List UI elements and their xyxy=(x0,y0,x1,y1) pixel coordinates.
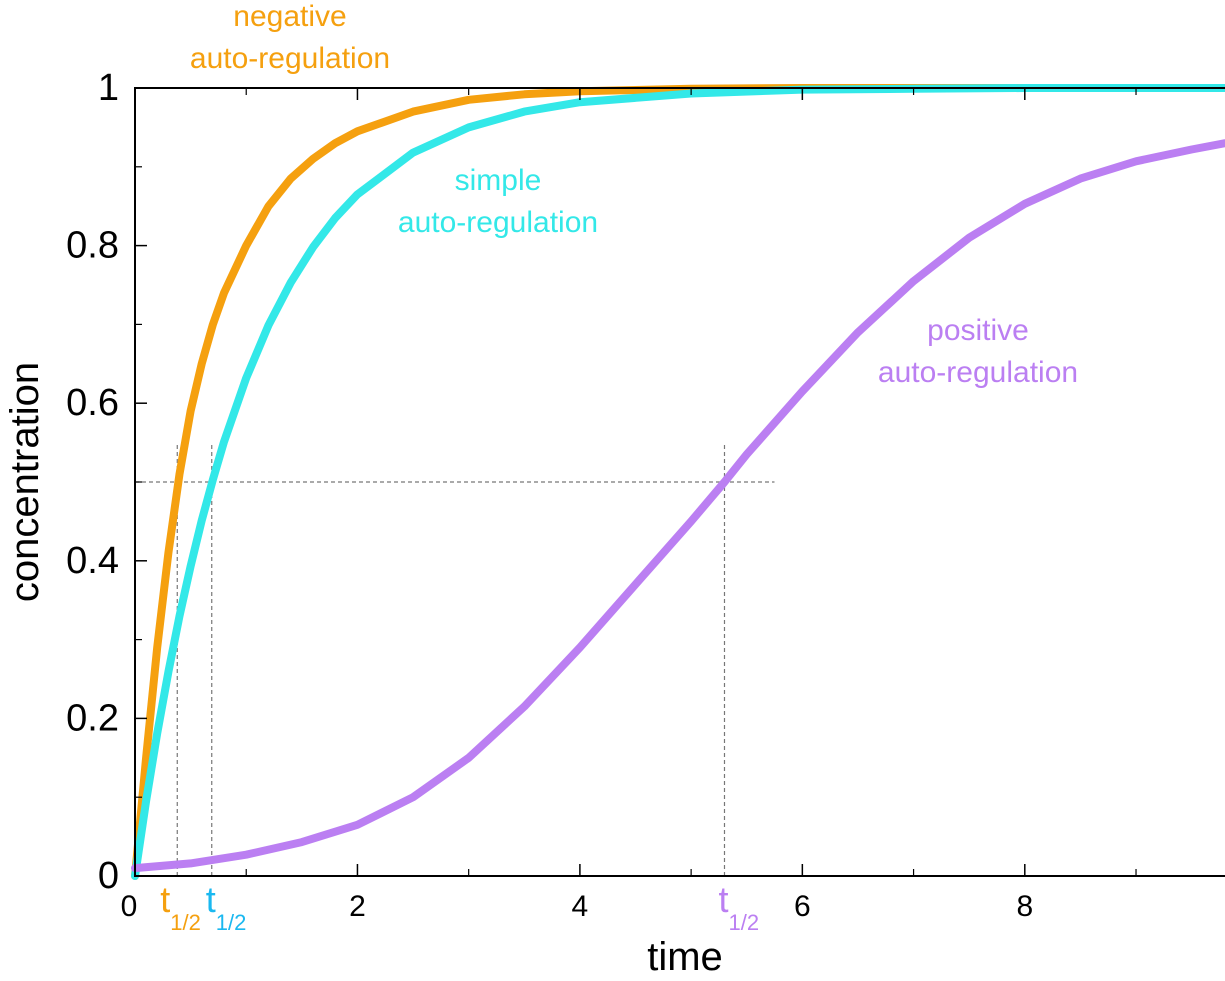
t-half-sub: 1/2 xyxy=(170,910,201,935)
x-tick-label: 8 xyxy=(1016,890,1033,923)
t-half-main: t xyxy=(718,879,728,920)
x-axis-title: time xyxy=(647,935,723,979)
half-time-guides xyxy=(135,442,775,876)
tick-labels: 0 2 4 6 8 0 0.2 0.4 0.6 0.8 1 xyxy=(66,67,1033,923)
t-half-main: t xyxy=(206,879,216,920)
series-label-line: negative xyxy=(233,0,346,33)
axis-ticks xyxy=(134,87,1137,877)
t-half-label-2: t1/2 xyxy=(718,879,759,935)
series-label-line: positive xyxy=(927,314,1029,347)
y-tick-label: 0.6 xyxy=(66,382,119,424)
series-label-1: simple auto-regulation xyxy=(398,164,598,239)
series-label-line: simple xyxy=(455,164,542,197)
y-tick-label: 0 xyxy=(98,855,119,897)
x-tick-label: 0 xyxy=(121,890,138,923)
t-half-sub: 1/2 xyxy=(216,910,247,935)
series-label-line: auto-regulation xyxy=(878,356,1078,389)
y-tick-label: 0.8 xyxy=(66,225,119,267)
series-line-2 xyxy=(131,139,1225,873)
series-label-line: auto-regulation xyxy=(190,42,390,75)
x-tick-label: 6 xyxy=(794,890,811,923)
x-tick-label: 2 xyxy=(349,890,366,923)
t-half-label-0: t1/2 xyxy=(160,879,201,935)
series-label-2: positive auto-regulation xyxy=(878,314,1078,389)
t-half-labels: t1/2t1/2t1/2 xyxy=(160,879,759,935)
t-half-main: t xyxy=(160,879,170,920)
x-tick-label: 4 xyxy=(572,890,589,923)
y-axis-title: concentration xyxy=(3,362,47,602)
series-label-line: auto-regulation xyxy=(398,206,598,239)
y-tick-label: 0.4 xyxy=(66,540,119,582)
y-tick-label: 1 xyxy=(98,67,119,109)
series-label-0: negative auto-regulation xyxy=(190,0,390,75)
t-half-sub: 1/2 xyxy=(729,910,760,935)
series-labels: negative auto-regulation simple auto-regula… xyxy=(190,0,1078,389)
y-tick-label: 0.2 xyxy=(66,697,119,739)
t-half-label-1: t1/2 xyxy=(206,879,247,935)
